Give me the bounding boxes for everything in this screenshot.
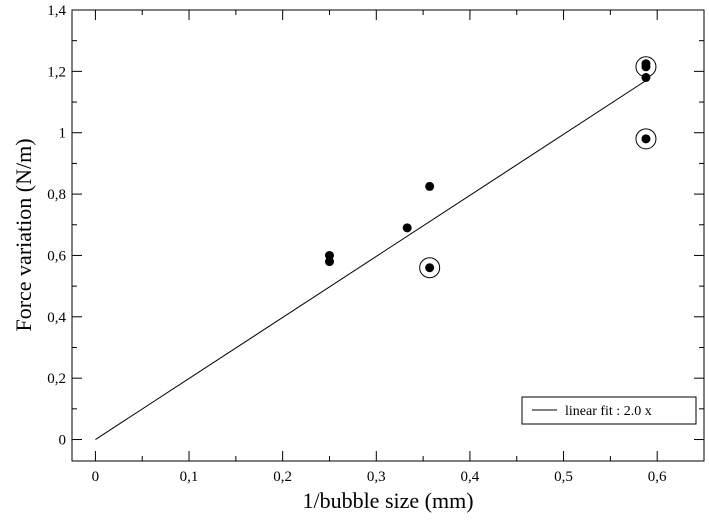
legend: linear fit : 2.0 x — [521, 396, 697, 425]
y-tick-label: 0,8 — [47, 187, 66, 203]
highlight-ring — [635, 128, 657, 150]
x-tick-label: 0 — [92, 469, 100, 485]
plot-frame — [71, 9, 705, 462]
data-point — [425, 181, 435, 191]
x-tick-label: 0,1 — [180, 469, 199, 485]
data-point — [641, 72, 651, 82]
linear-fit-line — [95, 80, 647, 440]
y-tick-label: 1,2 — [47, 64, 66, 80]
data-point — [425, 263, 435, 273]
x-tick-label: 0,5 — [554, 469, 573, 485]
x-tick-label: 0,4 — [461, 469, 480, 485]
data-point — [641, 62, 651, 72]
data-point — [324, 257, 334, 267]
y-tick-label: 1,4 — [47, 3, 66, 19]
y-tick-label: 1 — [59, 126, 67, 142]
highlight-ring — [635, 56, 657, 78]
data-point — [641, 134, 651, 144]
y-tick-label: 0,2 — [47, 371, 66, 387]
fit-line-layer — [95, 80, 647, 440]
points-layer — [324, 56, 657, 279]
legend-label: linear fit : 2.0 x — [565, 404, 652, 419]
axes: 0 0,1 0,2 0,3 0,4 0,5 0,6 0 0,2 0,4 0,6 0,8 1 1,2 1,4 — [47, 3, 704, 485]
y-axis-label: Force variation (N/m) — [11, 138, 36, 331]
y-tick-label: 0 — [59, 433, 67, 449]
y-tick-label: 0,6 — [47, 248, 66, 264]
data-point — [402, 223, 412, 233]
x-tick-label: 0,3 — [367, 469, 386, 485]
x-tick-label: 0,2 — [273, 469, 292, 485]
x-tick-label: 0,6 — [648, 469, 667, 485]
x-axis-label: 1/bubble size (mm) — [302, 488, 473, 513]
highlight-ring — [419, 257, 441, 279]
y-tick-label: 0,4 — [47, 310, 66, 326]
